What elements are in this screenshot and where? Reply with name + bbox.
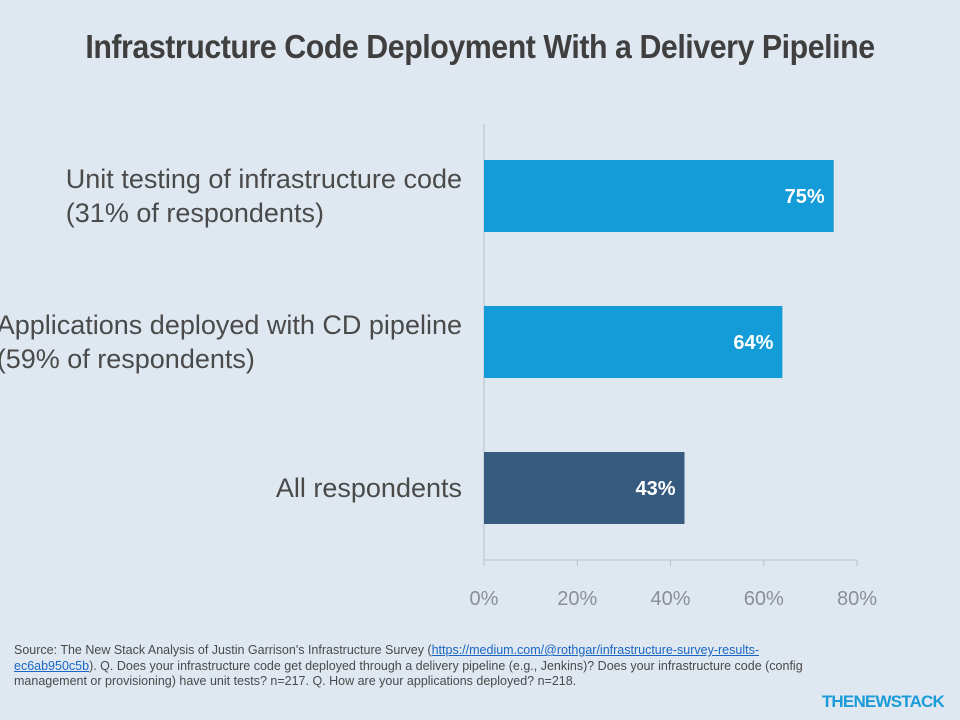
- source-link[interactable]: https://medium.com/@rothgar/infrastructu…: [14, 643, 759, 673]
- x-tick-label: 40%: [650, 588, 690, 610]
- chart-title: Infrastructure Code Deployment With a De…: [85, 28, 875, 65]
- category-label: All respondents: [276, 473, 462, 503]
- x-tick-label: 0%: [470, 588, 499, 610]
- bar-chart: 0% 20% 40% 60% 80% 75% Unit testing of infrast…: [0, 124, 877, 610]
- bar-value-label: 43%: [635, 478, 675, 500]
- category-label: (31% of respondents): [66, 198, 324, 228]
- category-label: Unit testing of infrastructure code: [66, 164, 462, 194]
- bar: [484, 452, 685, 524]
- source-suffix: ). Q. Does your infrastructure code get …: [14, 658, 803, 689]
- source-prefix: Source: The New Stack Analysis of Justin…: [14, 643, 432, 657]
- category-label: (59% of respondents): [0, 344, 255, 374]
- bar: [484, 306, 783, 378]
- source-note: Source: The New Stack Analysis of Justin…: [14, 643, 814, 690]
- category-label: Applications deployed with CD pipeline: [0, 310, 462, 340]
- x-tick-label: 80%: [837, 588, 877, 610]
- bar: [484, 160, 834, 232]
- x-tick-label: 20%: [557, 588, 597, 610]
- bar-value-label: 75%: [785, 186, 825, 208]
- x-tick-label: 60%: [744, 588, 784, 610]
- brand-logo: THENEWSTACK: [821, 692, 945, 711]
- bar-value-label: 64%: [733, 332, 773, 354]
